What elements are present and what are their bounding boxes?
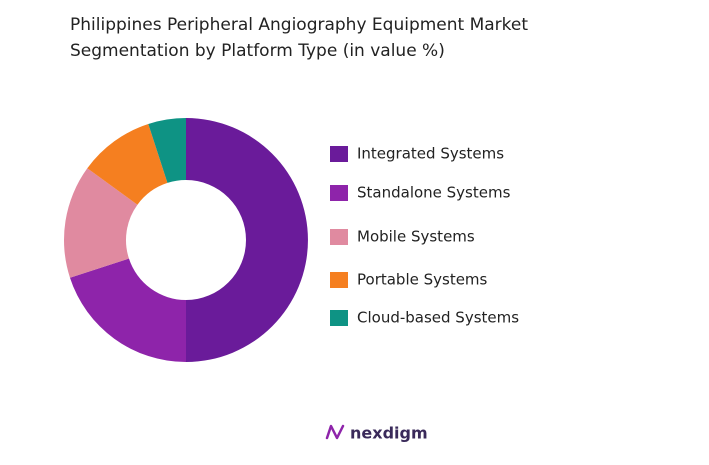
legend-swatch: [330, 229, 348, 245]
donut-slice: [69, 258, 186, 362]
logo-mark: [325, 424, 345, 440]
legend-label: Cloud-based Systems: [357, 309, 519, 327]
donut-slice: [186, 118, 308, 362]
legend-swatch: [330, 146, 348, 162]
logo-icon: [325, 424, 345, 440]
donut-slice: [148, 118, 186, 183]
logo-text: nexdigm: [350, 424, 428, 443]
legend-label: Standalone Systems: [357, 184, 511, 202]
chart-title: Philippines Peripheral Angiography Equip…: [70, 15, 529, 61]
legend-swatch: [330, 272, 348, 288]
legend-label: Integrated Systems: [357, 145, 504, 163]
legend-label: Mobile Systems: [357, 228, 475, 246]
legend-swatch: [330, 310, 348, 326]
donut-slice: [63, 168, 138, 278]
donut-slice: [87, 123, 168, 205]
legend-swatch: [330, 185, 348, 201]
legend-label: Portable Systems: [357, 271, 488, 289]
